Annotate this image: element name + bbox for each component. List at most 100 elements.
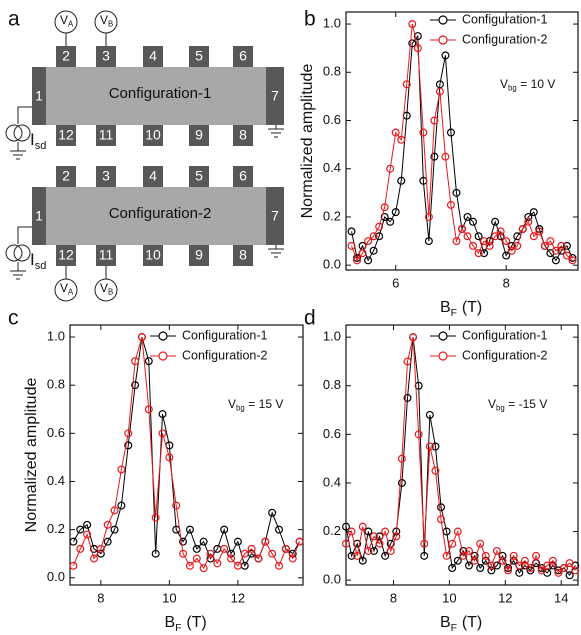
- series-line: [72, 336, 301, 570]
- data-point: [375, 222, 384, 231]
- voltmeter-label-sub: B: [108, 20, 113, 29]
- legend-marker: [438, 351, 448, 361]
- data-point: [172, 501, 181, 510]
- device-label: Configuration-2: [109, 205, 212, 222]
- data-point: [364, 256, 373, 265]
- device-label: Configuration-1: [109, 85, 212, 102]
- y-axis-label: Normalized amplitude: [299, 64, 316, 219]
- voltmeter: [54, 278, 78, 302]
- data-point: [386, 217, 395, 226]
- data-point: [185, 561, 194, 570]
- voltmeter-label-main: V: [60, 13, 68, 27]
- end-pad: [32, 187, 46, 245]
- end-pad: [32, 67, 46, 125]
- end-pad: [266, 187, 284, 245]
- data-point: [380, 212, 389, 221]
- x-axis-label-main: B: [165, 614, 176, 631]
- voltmeter: [94, 10, 118, 34]
- data-point: [347, 551, 356, 560]
- end-pad: [266, 67, 284, 125]
- data-point: [425, 442, 434, 451]
- wire: [17, 226, 32, 244]
- data-point: [144, 405, 153, 414]
- data-point: [529, 232, 538, 241]
- data-point: [424, 212, 433, 221]
- legend-label: Configuration-2: [462, 32, 548, 46]
- data-point: [96, 544, 105, 553]
- data-point: [537, 566, 546, 575]
- pad-label: 7: [271, 208, 279, 224]
- data-point: [185, 525, 194, 534]
- voltmeter-label-main: V: [60, 281, 68, 295]
- data-point: [524, 212, 533, 221]
- data-point: [485, 237, 494, 246]
- source-label: Isd: [30, 250, 46, 272]
- contact: [96, 245, 116, 266]
- data-point: [518, 225, 527, 234]
- data-point: [227, 554, 236, 563]
- voltmeter-label-main: V: [100, 281, 108, 295]
- legend-label: Configuration-1: [462, 12, 548, 26]
- data-point: [504, 566, 513, 575]
- data-point: [420, 551, 429, 560]
- pad-label: 7: [271, 88, 279, 104]
- voltmeter-label-sub: A: [68, 20, 74, 29]
- x-tick-label: 10: [442, 590, 456, 605]
- contact-label: 8: [239, 127, 247, 143]
- data-point: [485, 241, 494, 250]
- data-point: [469, 241, 478, 250]
- legend-label: Configuration-2: [182, 348, 268, 362]
- data-point: [165, 453, 174, 462]
- y-tick-label: 0.8: [323, 64, 341, 79]
- data-point: [529, 208, 538, 217]
- contact-label: 11: [99, 127, 114, 143]
- x-axis-label-rest: (T): [462, 299, 482, 316]
- contact: [96, 166, 116, 187]
- legend-marker: [438, 15, 448, 25]
- data-point: [151, 549, 160, 558]
- y-tick-label: 0.0: [323, 257, 341, 272]
- data-point: [392, 532, 401, 541]
- y-tick-label: 1.0: [47, 328, 65, 343]
- data-point: [233, 537, 242, 546]
- data-point: [464, 546, 473, 555]
- data-point: [496, 227, 505, 236]
- voltmeter: [54, 10, 78, 34]
- data-point: [358, 249, 367, 258]
- data-point: [403, 393, 412, 402]
- data-point: [131, 381, 140, 390]
- data-point: [476, 563, 485, 572]
- data-point: [381, 551, 390, 560]
- contact: [143, 166, 163, 187]
- x-axis-label: BF (T): [165, 614, 207, 633]
- data-point: [380, 203, 389, 212]
- data-point: [353, 253, 362, 262]
- annotation: Vbg = 10 V: [500, 77, 555, 92]
- data-point: [459, 551, 468, 560]
- series-line: [345, 337, 576, 574]
- contact: [189, 166, 209, 187]
- data-point: [409, 333, 418, 342]
- voltmeter-label: VA: [60, 13, 74, 28]
- data-point: [83, 530, 92, 539]
- contact: [233, 46, 253, 67]
- contact: [143, 46, 163, 67]
- contact-label: 6: [239, 48, 247, 64]
- data-point: [452, 237, 461, 246]
- x-tick-label: 6: [392, 275, 399, 290]
- data-point: [464, 561, 473, 570]
- data-point: [420, 539, 429, 548]
- data-point: [442, 551, 451, 560]
- data-point: [110, 506, 119, 515]
- data-point: [391, 128, 400, 137]
- plot-frame: [345, 324, 579, 586]
- x-tick-label: 14: [554, 590, 568, 605]
- contact-label: 9: [195, 247, 203, 263]
- legend-marker: [438, 35, 448, 45]
- data-point: [288, 554, 297, 563]
- data-point: [554, 568, 563, 577]
- x-axis-label-main: B: [440, 614, 451, 631]
- data-point: [474, 232, 483, 241]
- contact: [56, 46, 76, 67]
- source-label: Isd: [30, 130, 46, 152]
